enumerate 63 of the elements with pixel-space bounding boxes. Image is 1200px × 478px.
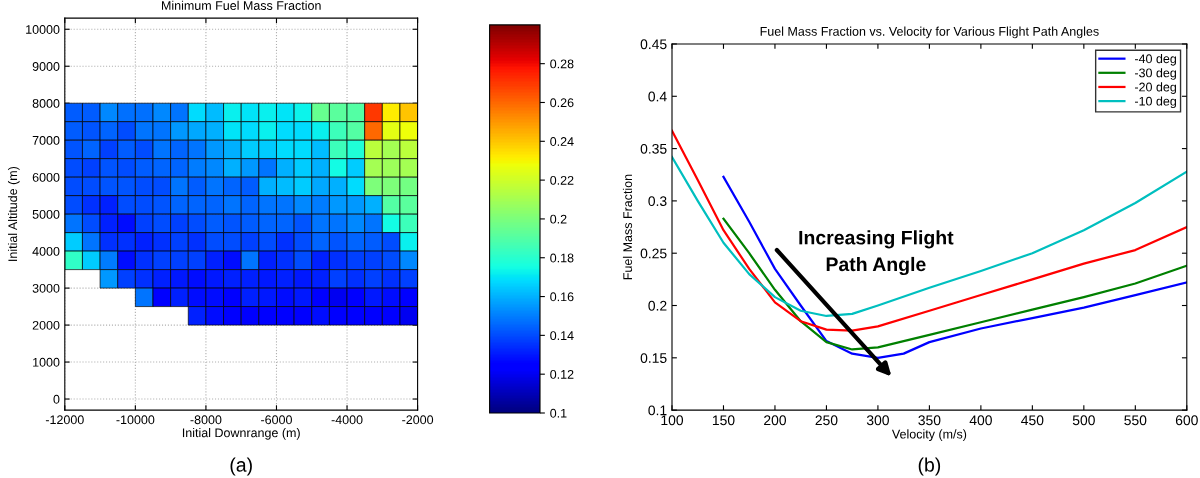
color-bar-label: 0.16 [550, 292, 574, 302]
y-tick-label: 8000 [32, 99, 60, 108]
x-axis-title: Velocity (m/s) [891, 429, 967, 441]
color-bar-label: 0.18 [550, 253, 574, 263]
y-tick-label: 4000 [32, 246, 60, 256]
color-bar-label: 0.1 [550, 408, 567, 418]
y-tick-label: 1000 [33, 357, 60, 367]
color-bar-label: 0.28 [550, 59, 574, 69]
color-bar-label: 0.2 [550, 214, 567, 224]
color-bar-label: 0.24 [550, 137, 574, 146]
x-tick-label: 500 [1072, 415, 1095, 426]
x-tick-label: 550 [1124, 415, 1147, 426]
y-tick-label: 0.3 [648, 196, 667, 207]
y-tick-label: 2000 [32, 320, 60, 330]
color-bar-label: 0.26 [550, 98, 574, 108]
x-tick-label: 300 [866, 415, 889, 426]
y-tick-label: 0.2 [648, 300, 667, 311]
legend-label: -40 deg [1134, 53, 1176, 66]
y-axis-title: Initial Altitude (m) [7, 166, 20, 261]
y-tick-label: 0.15 [640, 353, 667, 363]
y-tick-label: 0 [53, 394, 60, 404]
y-tick-label: 7000 [32, 135, 60, 145]
y-tick-label: 6000 [32, 172, 60, 182]
legend-label: -30 deg [1134, 68, 1176, 80]
legend-label: -10 deg [1134, 96, 1176, 109]
y-axis-title: Fuel Mass Fraction [622, 174, 633, 280]
line-series [722, 175, 1187, 359]
y-tick-label: 3000 [32, 283, 60, 293]
y-tick-label: 0.1 [648, 405, 667, 416]
x-tick-label: -12000 [45, 415, 84, 425]
annotation: Increasing Flight Path Angle [799, 230, 954, 276]
chart-title: Fuel Mass Fraction vs. Velocity for Various Flight Path Angles [760, 26, 1099, 39]
line-series [672, 129, 1187, 332]
text: (b) [918, 457, 941, 476]
y-tick-label: 10000 [26, 25, 60, 34]
x-tick-label: 100 [661, 415, 684, 426]
x-tick-label: -4000 [331, 415, 363, 425]
text: (a) [230, 457, 252, 476]
y-tick-label: 0.45 [640, 39, 667, 50]
x-tick-label: -2000 [402, 415, 434, 425]
legend-label: -20 deg [1134, 82, 1176, 94]
x-tick-label: -8000 [190, 415, 222, 425]
x-tick-label: 600 [1175, 415, 1198, 426]
x-tick-label: 400 [969, 415, 992, 426]
line-series [722, 217, 1187, 351]
x-tick-label: 150 [712, 415, 735, 426]
line-series [672, 155, 1187, 318]
y-tick-label: 0.4 [648, 91, 667, 102]
x-tick-label: 250 [815, 415, 838, 426]
color-bar-label: 0.14 [550, 331, 574, 341]
x-tick-label: 350 [918, 415, 941, 426]
x-tick-label: -6000 [261, 415, 292, 425]
color-bar-label: 0.22 [550, 175, 574, 185]
chart-title: Minimum Fuel Mass Fraction [162, 0, 321, 10]
color-bar-label: 0.12 [550, 369, 574, 379]
y-tick-label: 0.35 [640, 143, 667, 154]
y-tick-label: 0.25 [640, 248, 667, 259]
x-tick-label: 200 [764, 415, 786, 426]
x-tick-label: 450 [1021, 415, 1044, 426]
x-tick-label: -10000 [116, 415, 155, 425]
y-tick-label: 9000 [32, 62, 60, 71]
y-tick-label: 5000 [32, 209, 60, 219]
x-axis-title: Initial Downrange (m) [182, 428, 300, 440]
